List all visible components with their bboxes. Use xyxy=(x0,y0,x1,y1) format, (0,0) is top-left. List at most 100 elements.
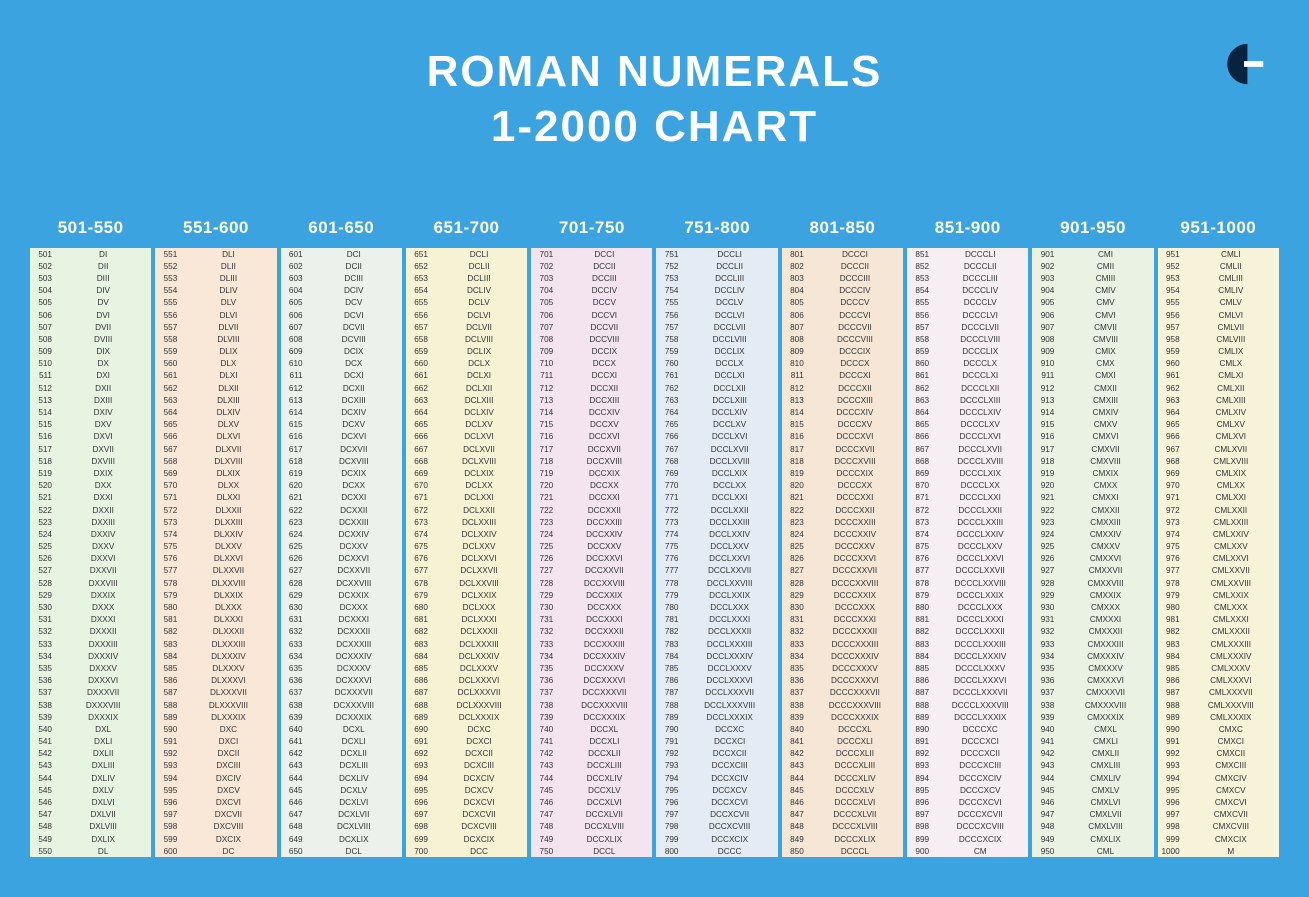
numeral-row: 534DXXXIV xyxy=(30,650,151,662)
numeral-row: 604DCIV xyxy=(281,285,402,297)
roman-numeral: DXCVI xyxy=(180,798,276,807)
roman-numeral: DCCCLX xyxy=(932,359,1028,368)
roman-numeral: DCCLVI xyxy=(681,311,777,320)
numeral-row: 654DCLIV xyxy=(406,285,527,297)
roman-numeral: DCCCLXXXI xyxy=(932,615,1028,624)
numeral-row: 967CMLXVII xyxy=(1158,443,1279,455)
numeral-row: 984CMLXXXIV xyxy=(1158,650,1279,662)
arabic-number: 813 xyxy=(782,396,804,405)
arabic-number: 556 xyxy=(155,311,177,320)
numeral-row: 580DLXXX xyxy=(155,601,276,613)
roman-numeral: DLVIII xyxy=(180,335,276,344)
arabic-number: 832 xyxy=(782,627,804,636)
roman-numeral: DCCCXL xyxy=(807,725,903,734)
arabic-number: 634 xyxy=(281,652,303,661)
roman-numeral: DCCCXXXV xyxy=(807,664,903,673)
arabic-number: 639 xyxy=(281,713,303,722)
numeral-row: 628DCXXVIII xyxy=(281,577,402,589)
roman-numeral: CMXLVIII xyxy=(1057,822,1153,831)
roman-numeral: DCCCLXIX xyxy=(932,469,1028,478)
roman-numeral: DLXXIX xyxy=(180,591,276,600)
heading-line-1: ROMAN NUMERALS xyxy=(427,47,883,96)
numeral-row: 995CMXCV xyxy=(1158,784,1279,796)
numeral-row: 552DLII xyxy=(155,260,276,272)
numeral-row: 641DCXLI xyxy=(281,736,402,748)
numeral-row: 853DCCCLIII xyxy=(907,272,1028,284)
numeral-row: 927CMXXVII xyxy=(1032,565,1153,577)
roman-numeral: DCCCXCII xyxy=(932,749,1028,758)
arabic-number: 883 xyxy=(907,640,929,649)
roman-numeral: DCLXXXVIII xyxy=(431,701,527,710)
arabic-number: 799 xyxy=(656,835,678,844)
numeral-row: 615DCXV xyxy=(281,419,402,431)
numeral-row: 622DCXXII xyxy=(281,504,402,516)
arabic-number: 652 xyxy=(406,262,428,271)
numeral-row: 890DCCCXC xyxy=(907,723,1028,735)
roman-numeral: CMXV xyxy=(1057,420,1153,429)
roman-numeral: DLIV xyxy=(180,286,276,295)
numeral-row: 849DCCCXLIX xyxy=(782,833,903,845)
roman-numeral: DCCLXXVI xyxy=(681,554,777,563)
numeral-row: 690DCXC xyxy=(406,723,527,735)
roman-numeral: DCLXX xyxy=(431,481,527,490)
roman-numeral: CMXVI xyxy=(1057,432,1153,441)
arabic-number: 750 xyxy=(531,847,553,856)
numeral-row: 912CMXII xyxy=(1032,382,1153,394)
arabic-number: 737 xyxy=(531,688,553,697)
numeral-row: 682DCLXXXII xyxy=(406,626,527,638)
arabic-number: 785 xyxy=(656,664,678,673)
arabic-number: 629 xyxy=(281,591,303,600)
numeral-row: 851DCCCLI xyxy=(907,248,1028,260)
arabic-number: 547 xyxy=(30,810,52,819)
roman-numeral: DCCCLXII xyxy=(932,384,1028,393)
arabic-number: 598 xyxy=(155,822,177,831)
arabic-number: 673 xyxy=(406,518,428,527)
numeral-row: 774DCCLXXIV xyxy=(656,528,777,540)
arabic-number: 941 xyxy=(1032,737,1054,746)
arabic-number: 602 xyxy=(281,262,303,271)
arabic-number: 780 xyxy=(656,603,678,612)
numeral-row: 716DCCXVI xyxy=(531,431,652,443)
numeral-row: 944CMXLIV xyxy=(1032,772,1153,784)
roman-numeral: DCCCLXXXIII xyxy=(932,640,1028,649)
roman-numeral: DCCXXXIV xyxy=(556,652,652,661)
arabic-number: 525 xyxy=(30,542,52,551)
arabic-number: 550 xyxy=(30,847,52,856)
numeral-row: 885DCCCLXXXV xyxy=(907,662,1028,674)
numeral-row: 773DCCLXXIII xyxy=(656,516,777,528)
numeral-row: 833DCCCXXXIII xyxy=(782,638,903,650)
arabic-number: 973 xyxy=(1158,518,1180,527)
arabic-number: 551 xyxy=(155,250,177,259)
arabic-number: 677 xyxy=(406,566,428,575)
roman-numeral: DXXV xyxy=(55,542,151,551)
roman-numeral: DCCL xyxy=(556,847,652,856)
numeral-row: 941CMXLI xyxy=(1032,736,1153,748)
chart-column: 501-550501DI502DII503DIII504DIV505DV506D… xyxy=(30,218,151,857)
roman-numeral: DCCCXCVIII xyxy=(932,822,1028,831)
arabic-number: 707 xyxy=(531,323,553,332)
arabic-number: 720 xyxy=(531,481,553,490)
arabic-number: 690 xyxy=(406,725,428,734)
numeral-row: 811DCCCXI xyxy=(782,370,903,382)
arabic-number: 617 xyxy=(281,445,303,454)
roman-numeral: CMLXXXVIII xyxy=(1183,701,1279,710)
roman-numeral: DXXVIII xyxy=(55,579,151,588)
arabic-number: 743 xyxy=(531,761,553,770)
roman-numeral: DCXLII xyxy=(306,749,402,758)
numeral-row: 837DCCCXXXVII xyxy=(782,687,903,699)
roman-numeral: DXXIV xyxy=(55,530,151,539)
arabic-number: 899 xyxy=(907,835,929,844)
roman-numeral: DCCCXIV xyxy=(807,408,903,417)
roman-numeral: DXXIX xyxy=(55,591,151,600)
arabic-number: 844 xyxy=(782,774,804,783)
roman-numeral: DL xyxy=(55,847,151,856)
roman-numeral: DCCLIV xyxy=(681,286,777,295)
numeral-row: 531DXXXI xyxy=(30,614,151,626)
roman-numeral: CMXLIV xyxy=(1057,774,1153,783)
roman-numeral: DCXXVII xyxy=(306,566,402,575)
arabic-number: 840 xyxy=(782,725,804,734)
column-rows: 601DCI602DCII603DCIII604DCIV605DCV606DCV… xyxy=(281,248,402,857)
roman-numeral: CMLV xyxy=(1183,298,1279,307)
roman-numeral: CMLIV xyxy=(1183,286,1279,295)
roman-numeral: DCCCXI xyxy=(807,371,903,380)
